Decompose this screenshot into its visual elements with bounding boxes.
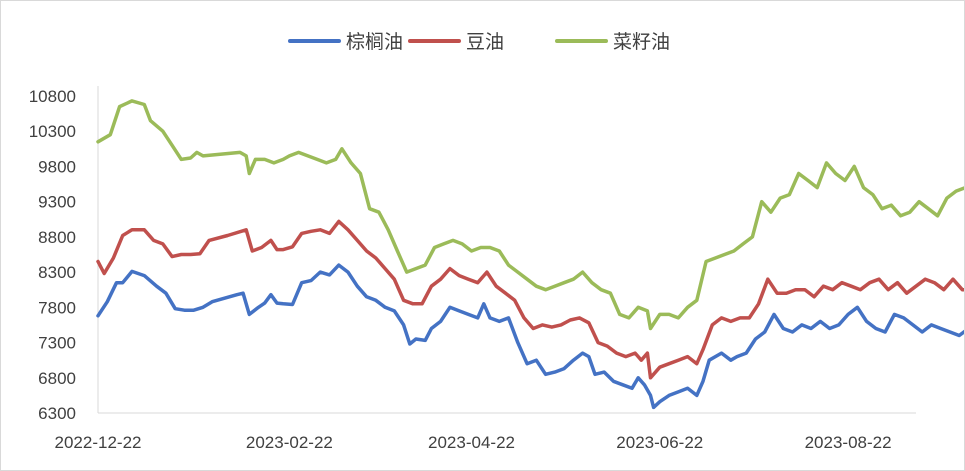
y-tick-label: 7800 — [38, 298, 76, 317]
y-tick-label: 6800 — [38, 369, 76, 388]
series-line — [96, 99, 964, 331]
y-tick-label: 7300 — [38, 334, 76, 353]
x-tick-label: 2023-08-22 — [805, 433, 892, 452]
y-tick-label: 6300 — [38, 404, 76, 423]
x-tick-label: 2022-12-22 — [55, 433, 142, 452]
legend-label: 菜籽油 — [613, 31, 670, 53]
y-tick-label: 10800 — [29, 87, 76, 106]
x-tick-label: 2023-02-22 — [246, 433, 333, 452]
y-tick-label: 10300 — [29, 122, 76, 141]
y-tick-label: 9300 — [38, 193, 76, 212]
legend: 棕榈油 豆油 菜籽油 — [288, 31, 670, 53]
x-axis: 2022-12-22 2023-02-22 2023-04-22 2023-06-22… — [55, 412, 916, 452]
legend-label: 棕榈油 — [346, 31, 403, 53]
y-tick-label: 9800 — [38, 157, 76, 176]
y-tick-label: 8300 — [38, 263, 76, 282]
y-tick-label: 8800 — [38, 228, 76, 247]
y-axis: 6300 6800 7300 7800 8300 8800 9300 9800 10300 108… — [29, 86, 99, 423]
series-line — [96, 263, 964, 410]
series-layer — [96, 99, 964, 410]
x-tick-label: 2023-06-22 — [616, 433, 703, 452]
legend-label: 豆油 — [466, 31, 504, 53]
x-tick-label: 2023-04-22 — [428, 433, 515, 452]
series-line — [96, 219, 964, 380]
